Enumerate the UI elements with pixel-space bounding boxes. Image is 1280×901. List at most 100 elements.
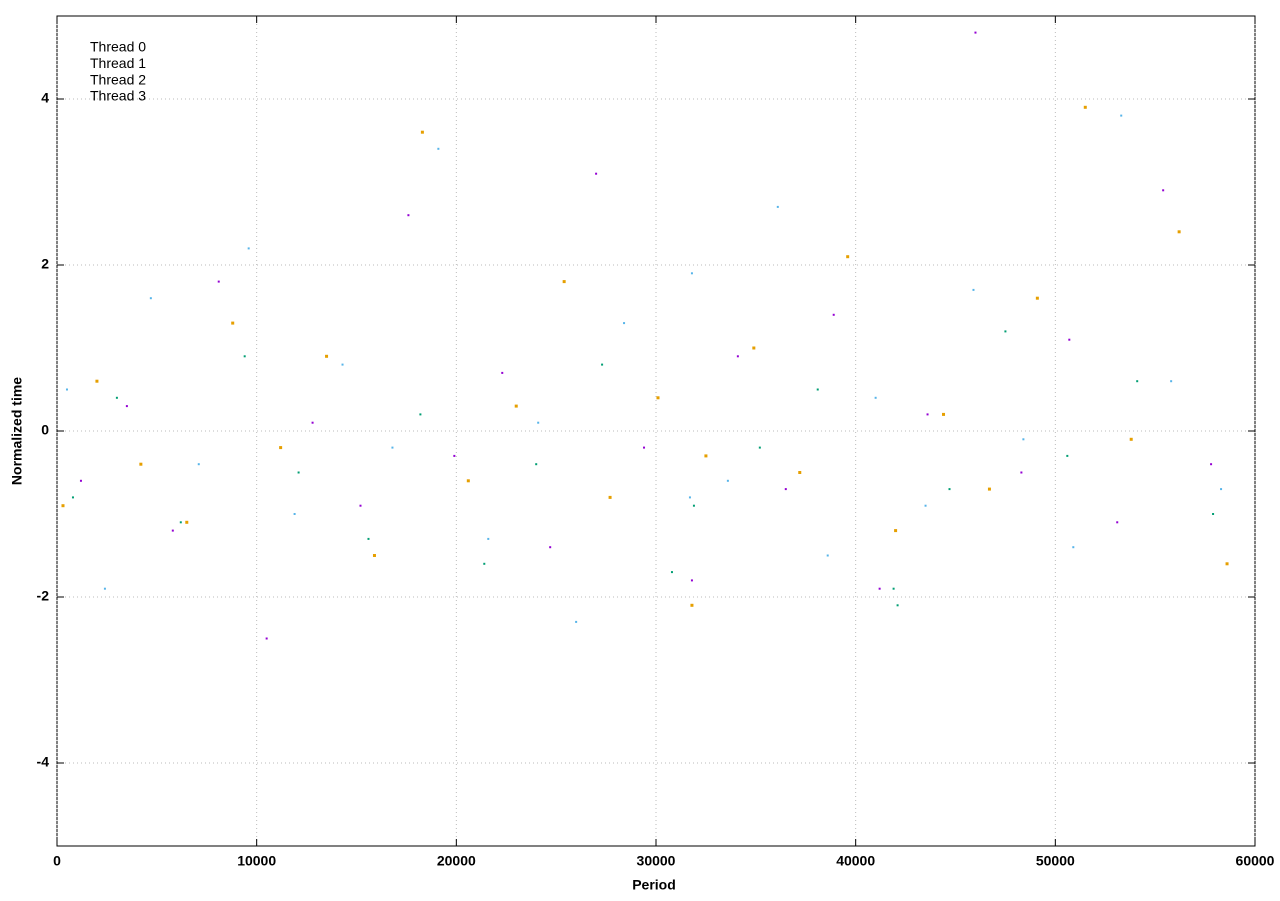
point — [419, 413, 422, 416]
point — [139, 462, 143, 466]
point — [1035, 296, 1039, 300]
point — [643, 446, 646, 449]
point — [185, 520, 189, 524]
point — [549, 546, 552, 549]
point — [179, 521, 182, 524]
point — [420, 130, 424, 134]
point — [243, 355, 246, 358]
point — [149, 297, 152, 300]
point — [1020, 471, 1023, 474]
point — [535, 463, 538, 466]
y-axis-label: Normalized time — [9, 377, 25, 485]
point — [1022, 438, 1025, 441]
point — [197, 463, 200, 466]
point — [1083, 105, 1087, 109]
point — [1072, 546, 1075, 549]
point — [608, 495, 612, 499]
point — [690, 579, 693, 582]
x-tick-label: 10000 — [237, 853, 276, 869]
point — [125, 405, 128, 408]
point — [1120, 114, 1123, 117]
point — [601, 363, 604, 366]
x-tick-label: 50000 — [1036, 853, 1075, 869]
point — [1129, 437, 1133, 441]
point — [892, 587, 895, 590]
point — [736, 355, 739, 358]
point — [514, 404, 518, 408]
point — [987, 487, 991, 491]
point — [171, 529, 174, 532]
y-tick-label: 0 — [41, 422, 49, 438]
point — [726, 479, 729, 482]
point — [874, 396, 877, 399]
point — [437, 147, 440, 150]
point — [217, 280, 220, 283]
y-tick-label: 2 — [41, 256, 49, 272]
point — [1066, 454, 1069, 457]
point — [1220, 488, 1223, 491]
point — [487, 537, 490, 540]
legend-label: Thread 0 — [90, 39, 146, 55]
point — [816, 388, 819, 391]
point — [71, 496, 74, 499]
point — [670, 571, 673, 574]
point — [974, 31, 977, 34]
point — [1177, 230, 1181, 234]
point — [798, 471, 802, 474]
point — [1004, 330, 1007, 333]
point — [784, 488, 787, 491]
point — [758, 446, 761, 449]
legend-label: Thread 3 — [90, 88, 146, 104]
point — [1162, 189, 1165, 192]
x-tick-label: 40000 — [836, 853, 875, 869]
point — [752, 346, 756, 350]
point — [483, 562, 486, 565]
point — [942, 412, 946, 416]
point — [1136, 380, 1139, 383]
point — [65, 388, 68, 391]
point — [924, 504, 927, 507]
y-tick-label: -4 — [37, 754, 50, 770]
point — [265, 637, 268, 640]
point — [1225, 562, 1229, 566]
point — [453, 454, 456, 457]
point — [407, 214, 410, 217]
x-tick-label: 60000 — [1236, 853, 1275, 869]
point — [826, 554, 829, 557]
legend-label: Thread 2 — [90, 71, 146, 87]
point — [231, 321, 235, 325]
point — [391, 446, 394, 449]
point — [537, 421, 540, 424]
point — [297, 471, 300, 474]
point — [325, 354, 329, 358]
point — [466, 479, 470, 483]
x-tick-label: 0 — [53, 853, 61, 869]
point — [878, 587, 881, 590]
point — [595, 172, 598, 175]
point — [832, 313, 835, 316]
point — [501, 371, 504, 374]
point — [61, 504, 65, 508]
point — [690, 272, 693, 275]
y-tick-label: 4 — [41, 90, 49, 106]
point — [115, 396, 118, 399]
point — [692, 504, 695, 507]
point — [79, 479, 82, 482]
point — [95, 379, 99, 383]
point — [341, 363, 344, 366]
point — [846, 255, 850, 259]
point — [948, 488, 951, 491]
point — [359, 504, 362, 507]
point — [776, 205, 779, 208]
point — [972, 288, 975, 291]
legend-label: Thread 1 — [90, 55, 146, 71]
point — [623, 322, 626, 325]
point — [1170, 380, 1173, 383]
point — [372, 554, 376, 557]
point — [656, 396, 660, 400]
point — [562, 280, 566, 284]
point — [311, 421, 314, 424]
point — [894, 529, 898, 533]
